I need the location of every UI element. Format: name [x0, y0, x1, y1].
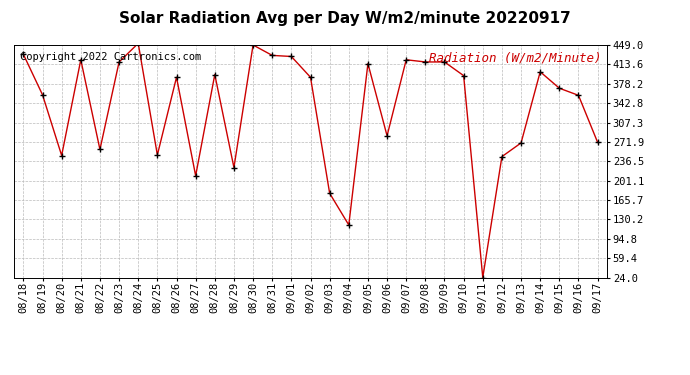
Text: Radiation (W/m2/Minute): Radiation (W/m2/Minute): [428, 52, 601, 65]
Text: Solar Radiation Avg per Day W/m2/minute 20220917: Solar Radiation Avg per Day W/m2/minute …: [119, 11, 571, 26]
Text: Copyright 2022 Cartronics.com: Copyright 2022 Cartronics.com: [20, 52, 201, 62]
